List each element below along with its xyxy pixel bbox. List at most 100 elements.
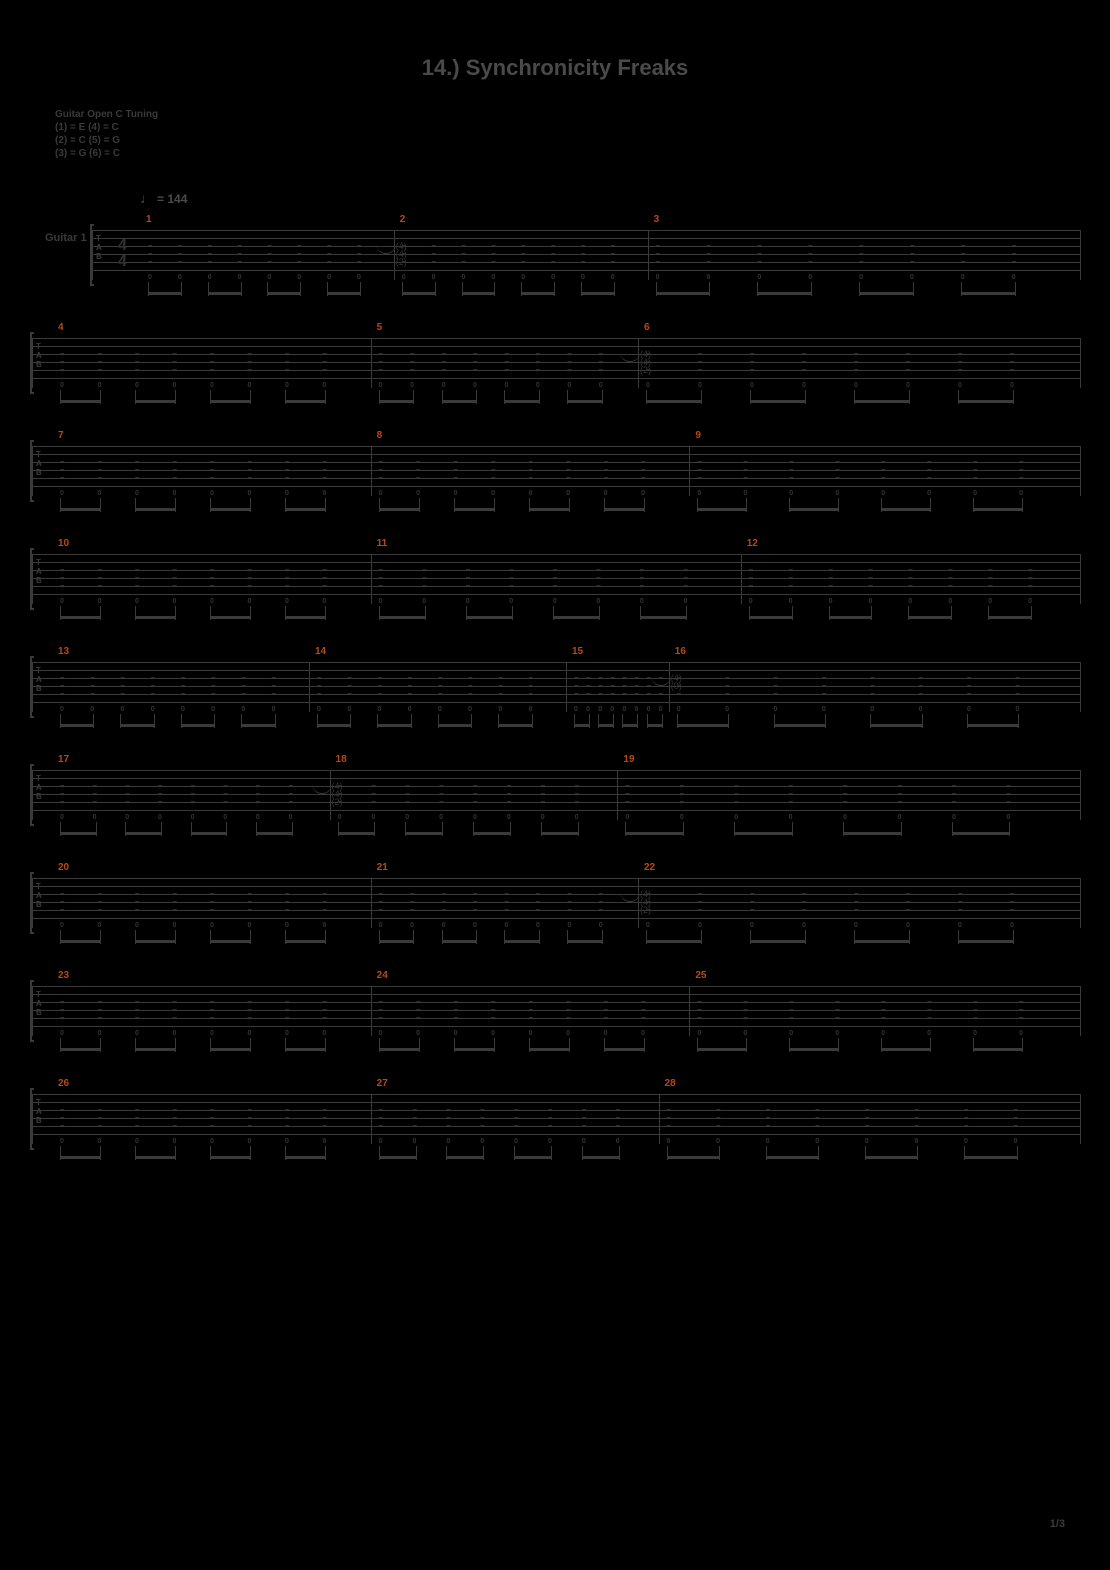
measure-number: 11	[377, 538, 388, 549]
tab-note: 0	[604, 1030, 608, 1037]
note-stem	[161, 822, 162, 836]
tab-note: –	[1028, 581, 1032, 590]
tab-note: –	[172, 365, 176, 374]
tab-note: –	[575, 797, 579, 806]
tab-note: 0	[581, 274, 585, 281]
tab-note: 0	[509, 598, 513, 605]
tab-note: –	[247, 1121, 251, 1130]
tab-note: –	[774, 689, 778, 698]
note-stem	[865, 1146, 866, 1160]
note-stem	[175, 606, 176, 620]
tuning-header: Guitar Open C Tuning	[55, 108, 158, 121]
tab-note: –	[247, 473, 251, 482]
tab-note: –	[683, 581, 687, 590]
tab-note: –	[640, 581, 644, 590]
tab-note: 0	[698, 382, 702, 389]
tab-note: –	[698, 905, 702, 914]
tab-note: –	[973, 1013, 977, 1022]
tab-note: –	[151, 689, 155, 698]
note-stem	[425, 606, 426, 620]
note-stem	[829, 606, 830, 620]
note-stem	[473, 822, 474, 836]
tab-note: 0	[566, 1030, 570, 1037]
tab-note: 0	[405, 814, 409, 821]
note-stem	[625, 822, 626, 836]
note-stem	[805, 390, 806, 404]
tab-note: –	[480, 1121, 484, 1130]
tab-note: 0	[172, 382, 176, 389]
note-stem	[325, 930, 326, 944]
tab-note: –	[322, 1121, 326, 1130]
note-stem	[292, 822, 293, 836]
tab-note: 0	[466, 598, 470, 605]
beam	[462, 292, 496, 295]
measure-number: 28	[665, 1078, 676, 1089]
barline	[1080, 338, 1081, 388]
beam	[734, 832, 792, 835]
tab-note: –	[815, 1121, 819, 1130]
tab-note: –	[178, 257, 182, 266]
staff-line	[30, 1102, 1080, 1103]
tab-note: –	[208, 257, 212, 266]
tab-note: 0	[285, 598, 289, 605]
note-stem	[582, 1146, 583, 1160]
tab-note: –	[536, 905, 540, 914]
tab-note: 0	[529, 1030, 533, 1037]
tab-note: –	[789, 581, 793, 590]
tab-note: 0	[927, 490, 931, 497]
note-stem	[1017, 1146, 1018, 1160]
tab-note: –	[285, 905, 289, 914]
tab-note: –	[1006, 797, 1010, 806]
barline	[371, 986, 372, 1036]
tab-note: 0	[958, 382, 962, 389]
tab-note: 0	[574, 706, 578, 713]
staff-line	[30, 794, 1080, 795]
staff-line	[30, 1010, 1080, 1011]
tab-note: –	[135, 365, 139, 374]
measure-number: 10	[58, 538, 69, 549]
beam	[210, 508, 251, 511]
beam	[60, 940, 101, 943]
tab-note: 0	[802, 922, 806, 929]
barline	[1080, 986, 1081, 1036]
tab-note: –	[241, 689, 245, 698]
beam	[256, 832, 293, 835]
tab-note: –	[625, 797, 629, 806]
note-stem	[667, 1146, 668, 1160]
tab-note: –	[498, 689, 502, 698]
note-stem	[854, 930, 855, 944]
tab-note: 0	[927, 1030, 931, 1037]
note-stem	[646, 930, 647, 944]
note-stem	[285, 1038, 286, 1052]
tab-note: 0	[919, 706, 923, 713]
staff-line	[30, 994, 1080, 995]
beam	[60, 832, 97, 835]
tab-note: –	[97, 1121, 101, 1130]
note-stem	[789, 498, 790, 512]
note-stem	[843, 822, 844, 836]
tab-note: –	[507, 797, 511, 806]
tab-note: 0	[491, 1030, 495, 1037]
note-stem	[961, 282, 962, 296]
beam	[466, 616, 514, 619]
note-stem	[275, 714, 276, 728]
tab-note: –	[327, 257, 331, 266]
tab-note: –	[835, 473, 839, 482]
note-stem	[379, 930, 380, 944]
tab-note: –	[172, 1121, 176, 1130]
barline	[32, 1094, 33, 1144]
tab-note: –	[181, 689, 185, 698]
beam	[881, 508, 931, 511]
staff-line	[30, 902, 1080, 903]
tab-note: 0	[60, 1138, 64, 1145]
tied-note: (2)	[396, 257, 407, 267]
tab-note: 0	[1010, 382, 1014, 389]
note-stem	[728, 714, 729, 728]
tab-note: –	[964, 1121, 968, 1130]
note-stem	[210, 390, 211, 404]
measure-number: 20	[58, 862, 69, 873]
tab-note: 0	[247, 382, 251, 389]
tab-note: 0	[646, 382, 650, 389]
tab-clef-label: TAB	[36, 1098, 42, 1125]
note-stem	[554, 282, 555, 296]
